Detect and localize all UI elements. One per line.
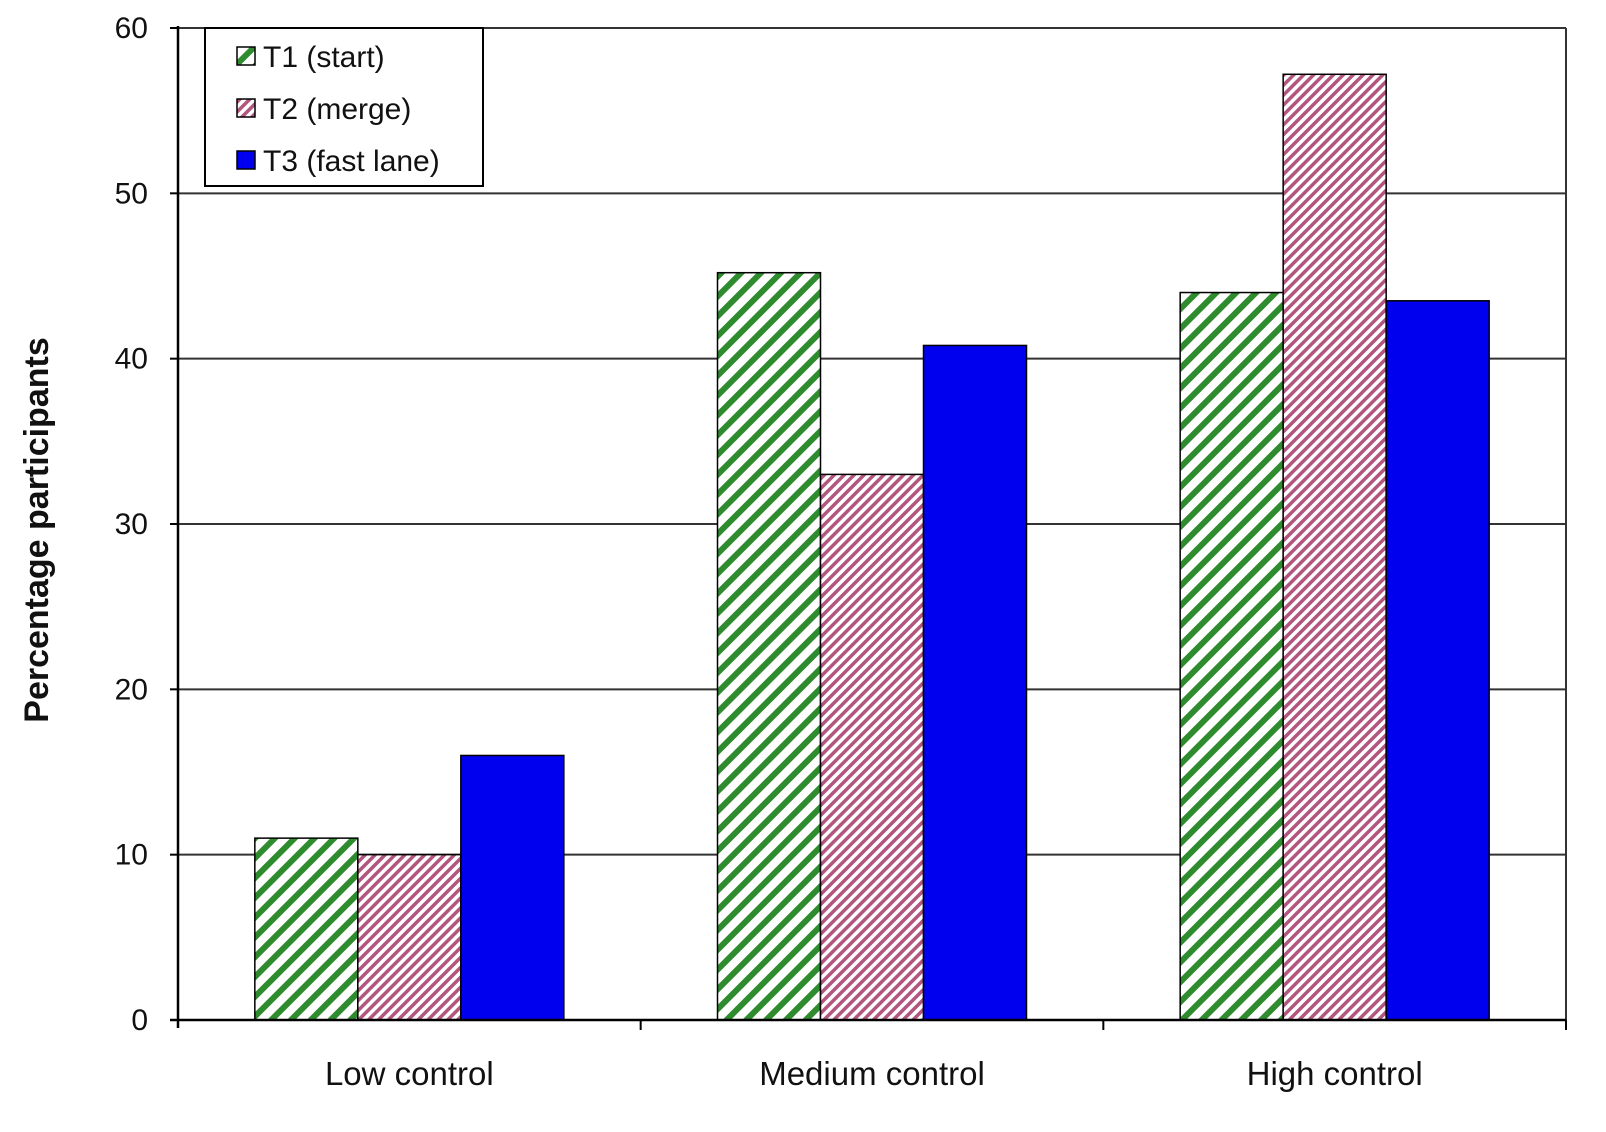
legend-label: T2 (merge): [263, 93, 411, 126]
y-tick-label: 0: [131, 1004, 148, 1037]
y-tick-label: 60: [115, 12, 148, 45]
axis-labels: 0 10 20 30 40 50 60 Low control Medium control Hi…: [115, 12, 1423, 1092]
bar-t1-medium: [716, 271, 822, 1021]
legend-swatch: [236, 46, 256, 66]
bars: [254, 73, 1490, 1021]
y-tick-label: 30: [115, 508, 148, 541]
legend-label: T1 (start): [263, 41, 385, 74]
x-category-label: Low control: [325, 1055, 494, 1092]
legend: T1 (start) T2 (merge) T3 (fast lane): [204, 27, 484, 187]
x-category-label: Medium control: [759, 1055, 985, 1092]
y-axis-title: Percentage participants: [18, 337, 56, 722]
bar-t2-medium: [819, 473, 925, 1021]
x-category-label: High control: [1247, 1055, 1423, 1092]
bar-t1-low: [254, 837, 359, 1021]
legend-swatch: [236, 98, 256, 118]
bar-t2-low: [357, 853, 462, 1021]
y-tick-label: 40: [115, 343, 148, 376]
bar-t1-high: [1179, 291, 1284, 1021]
y-tick-label: 50: [115, 177, 148, 210]
bar-t3-medium: [922, 344, 1028, 1021]
legend-swatch: [236, 150, 256, 170]
bar-t3-high: [1385, 300, 1490, 1021]
y-tick-label: 20: [115, 673, 148, 706]
legend-label: T3 (fast lane): [263, 145, 440, 178]
y-tick-label: 10: [115, 839, 148, 872]
bar-t3-low: [460, 754, 565, 1021]
bar-t2-high: [1282, 73, 1387, 1021]
